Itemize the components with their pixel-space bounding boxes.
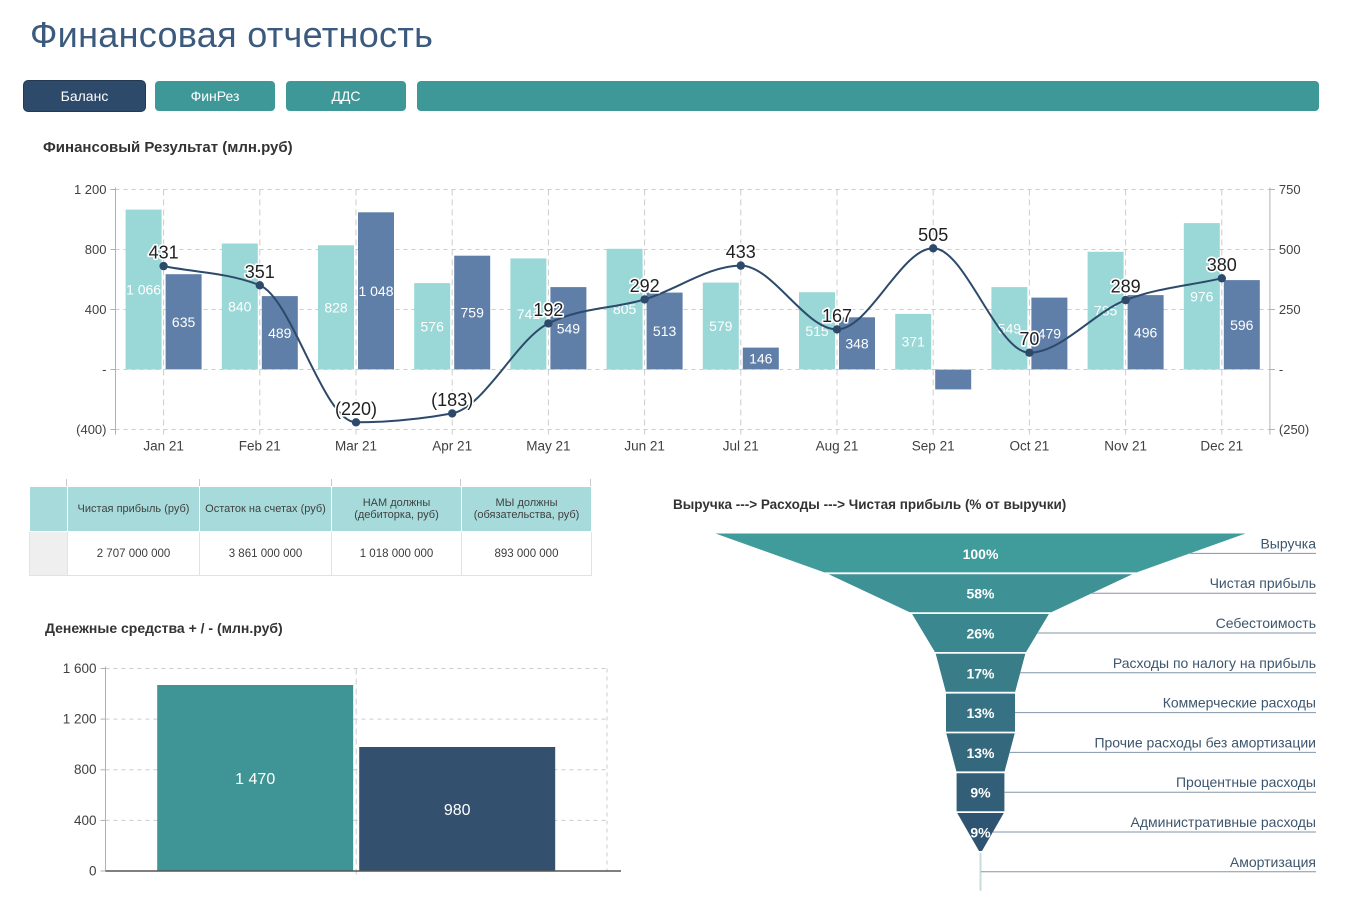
svg-text:1 066: 1 066 [126,282,161,298]
svg-text:Амортизация: Амортизация [1230,854,1316,870]
svg-text:348: 348 [845,335,869,351]
svg-text:Выручка: Выручка [1260,535,1316,551]
svg-text:58%: 58% [966,586,995,602]
svg-text:496: 496 [1134,324,1158,340]
svg-text:Apr 21: Apr 21 [432,439,472,454]
svg-text:549: 549 [998,320,1022,336]
svg-text:(220): (220) [335,399,377,419]
svg-text:433: 433 [726,242,756,262]
svg-text:Процентные расходы: Процентные расходы [1176,774,1316,790]
svg-text:Nov 21: Nov 21 [1104,439,1147,454]
svg-text:980: 980 [444,802,471,819]
svg-text:1 200: 1 200 [63,712,97,727]
svg-text:489: 489 [268,325,292,341]
svg-text:1 600: 1 600 [63,661,97,676]
svg-text:146: 146 [749,351,773,367]
svg-text:400: 400 [85,302,107,317]
svg-text:596: 596 [1230,317,1254,333]
svg-text:371: 371 [902,334,926,350]
svg-text:Dec 21: Dec 21 [1200,439,1243,454]
svg-text:828: 828 [324,299,348,315]
svg-text:Jul 21: Jul 21 [723,439,759,454]
svg-text:Jun 21: Jun 21 [624,439,665,454]
svg-text:1 048: 1 048 [358,283,393,299]
svg-text:800: 800 [74,762,97,777]
svg-text:Расходы по налогу на прибыль: Расходы по налогу на прибыль [1113,655,1316,671]
svg-text:976: 976 [1190,288,1214,304]
svg-text:505: 505 [918,225,948,245]
svg-text:70: 70 [1019,329,1039,349]
svg-text:1 470: 1 470 [235,771,275,788]
svg-text:289: 289 [1111,277,1141,297]
svg-text:192: 192 [533,300,563,320]
svg-text:Feb 21: Feb 21 [239,439,281,454]
svg-text:1 200: 1 200 [74,182,107,197]
svg-text:576: 576 [421,318,445,334]
svg-text:13%: 13% [966,705,995,721]
svg-text:0: 0 [89,864,97,879]
svg-text:Jan 21: Jan 21 [143,439,184,454]
svg-text:549: 549 [557,320,581,336]
svg-text:Mar 21: Mar 21 [335,439,377,454]
svg-text:9%: 9% [970,785,991,801]
svg-text:741: 741 [517,306,541,322]
svg-text:750: 750 [1279,182,1301,197]
svg-text:515: 515 [805,323,829,339]
svg-text:840: 840 [228,299,252,315]
svg-text:400: 400 [74,813,97,828]
svg-text:13%: 13% [966,745,995,761]
svg-text:292: 292 [630,276,660,296]
svg-text:9%: 9% [970,825,991,841]
svg-text:479: 479 [1038,326,1062,342]
svg-text:-: - [102,362,106,377]
svg-text:800: 800 [85,242,107,257]
svg-text:380: 380 [1207,255,1237,275]
svg-text:26%: 26% [966,626,995,642]
svg-text:Oct 21: Oct 21 [1010,439,1050,454]
svg-text:Aug 21: Aug 21 [816,439,859,454]
svg-text:Sep 21: Sep 21 [912,439,955,454]
svg-text:167: 167 [822,306,852,326]
svg-text:Себестоимость: Себестоимость [1216,615,1316,631]
svg-text:635: 635 [172,314,196,330]
svg-text:(400): (400) [76,422,106,437]
svg-text:(250): (250) [1279,422,1309,437]
svg-text:(183): (183) [431,390,473,410]
svg-text:May 21: May 21 [526,439,570,454]
svg-text:-: - [1279,362,1283,377]
svg-text:579: 579 [709,318,733,334]
svg-text:759: 759 [461,305,485,321]
svg-text:513: 513 [653,323,677,339]
svg-text:351: 351 [245,262,275,282]
svg-text:Административные расходы: Административные расходы [1131,814,1316,830]
svg-text:500: 500 [1279,242,1301,257]
svg-text:Коммерческие расходы: Коммерческие расходы [1163,695,1316,711]
svg-text:Чистая прибыль: Чистая прибыль [1210,575,1316,591]
svg-text:431: 431 [149,243,179,263]
svg-text:100%: 100% [963,546,999,562]
svg-text:250: 250 [1279,302,1301,317]
svg-text:17%: 17% [966,665,995,681]
svg-text:Прочие расходы без амортизации: Прочие расходы без амортизации [1094,734,1316,750]
